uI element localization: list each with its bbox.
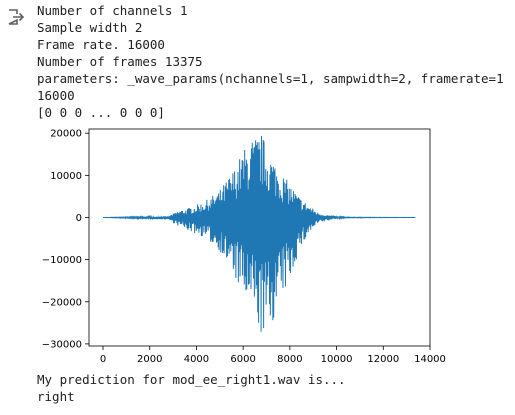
x-tick-label: 10000 (321, 354, 353, 365)
x-tick-label: 8000 (277, 354, 302, 365)
output-redirect-icon (8, 9, 24, 25)
x-tick-label: 6000 (230, 354, 255, 365)
x-tick-label: 12000 (367, 354, 399, 365)
output-line: parameters: _wave_params(nchannels=1, sa… (37, 71, 504, 86)
waveform-plot: 0 2000 4000 6000 8000 10000 12000 14000 −30000 −2… (0, 124, 515, 370)
output-line: [0 0 0 ... 0 0 0] (37, 105, 165, 120)
output-line: Number of frames 13375 (37, 54, 203, 69)
prediction-result: right (37, 389, 75, 404)
y-tick-label: −30000 (42, 339, 82, 350)
waveform-chart: 0 2000 4000 6000 8000 10000 12000 14000 −30000 −2… (42, 128, 446, 365)
y-tick-label: 0 (76, 213, 82, 224)
y-tick-label: −10000 (42, 255, 82, 266)
plot-frame (88, 128, 431, 347)
x-tick-label: 14000 (414, 354, 446, 365)
cell-output: Number of channels 1 Sample width 2 Fram… (37, 2, 515, 121)
output-line: Number of channels 1 (37, 3, 188, 18)
y-tick-label: 10000 (50, 171, 82, 182)
y-tick-label: 20000 (50, 129, 82, 140)
output-line: Sample width 2 (37, 20, 143, 35)
x-tick-label: 4000 (184, 354, 209, 365)
prediction-line: My prediction for mod_ee_right1.wav is..… (37, 372, 346, 387)
x-tick-label: 0 (100, 354, 106, 365)
prediction-output: My prediction for mod_ee_right1.wav is..… (37, 371, 346, 405)
x-tick-label: 2000 (137, 354, 162, 365)
y-tick-label: −20000 (42, 297, 82, 308)
output-line: Frame rate. 16000 (37, 37, 165, 52)
output-line: 16000 (37, 88, 75, 103)
series-line (102, 135, 416, 332)
